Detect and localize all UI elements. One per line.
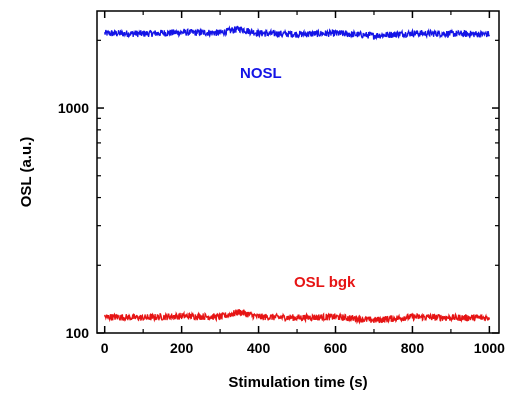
y-tick-label: 100	[66, 325, 90, 341]
ticks: 0 200 400 600 800 1000 100 1000	[58, 11, 505, 356]
x-tick-label: 0	[101, 340, 109, 356]
x-tick-label: 800	[401, 340, 425, 356]
x-tick-label: 1000	[474, 340, 505, 356]
series-label-nosl: NOSL	[240, 65, 282, 82]
series-layer	[104, 25, 491, 325]
series-line-nosl	[104, 25, 490, 41]
y-tick-label: 1000	[58, 100, 89, 116]
x-tick-label: 200	[170, 340, 194, 356]
series-line-osl-bgk	[104, 308, 491, 325]
plot-frame	[96, 10, 500, 334]
x-tick-label: 600	[324, 340, 348, 356]
x-tick-label: 400	[247, 340, 271, 356]
x-axis-title: Stimulation time (s)	[228, 374, 367, 391]
y-axis-title: OSL (a.u.)	[18, 137, 35, 208]
series-label-osl-bgk: OSL bgk	[294, 274, 356, 291]
